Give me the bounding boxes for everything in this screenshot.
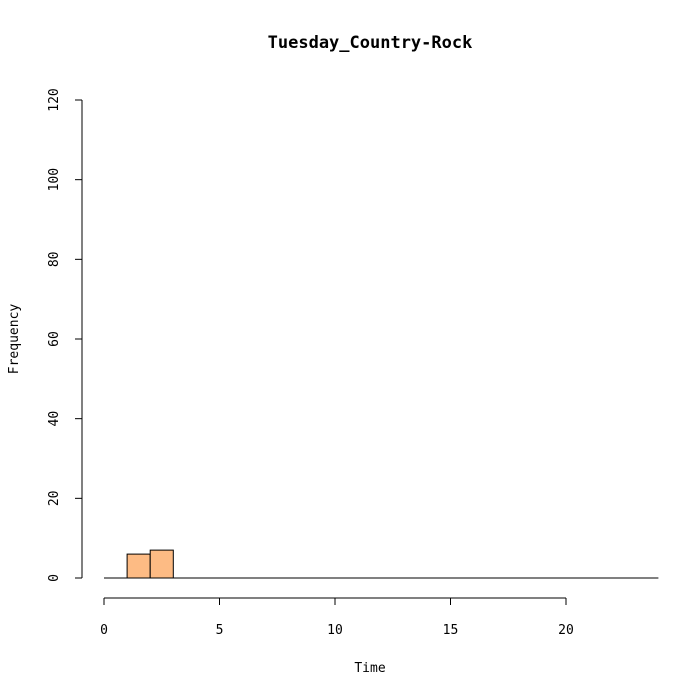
x-tick-label-4: 20 [558, 623, 574, 638]
x-tick-label-0: 0 [100, 623, 108, 638]
y-tick-label-4: 80 [47, 252, 62, 268]
y-axis-label: Frequency [7, 304, 22, 375]
x-tick-label-3: 15 [443, 623, 459, 638]
histogram-bar-1 [126, 553, 151, 579]
x-tick-label-2: 10 [327, 623, 343, 638]
x-axis: 0 5 10 15 20 [100, 597, 574, 638]
y-tick-label-3: 60 [47, 331, 62, 347]
y-tick-label-0: 0 [47, 574, 62, 582]
x-tick-label-1: 5 [216, 623, 224, 638]
y-tick-label-6: 120 [47, 88, 62, 111]
y-axis: 0 20 40 60 80 100 120 [47, 88, 83, 582]
y-tick-label-5: 100 [47, 168, 62, 191]
y-tick-label-1: 20 [47, 491, 62, 507]
bars-group [104, 549, 659, 579]
x-axis-label: Time [354, 661, 385, 676]
chart-title: Tuesday_Country-Rock [268, 33, 473, 53]
histogram-bar-2 [149, 549, 174, 579]
y-tick-label-2: 40 [47, 411, 62, 427]
